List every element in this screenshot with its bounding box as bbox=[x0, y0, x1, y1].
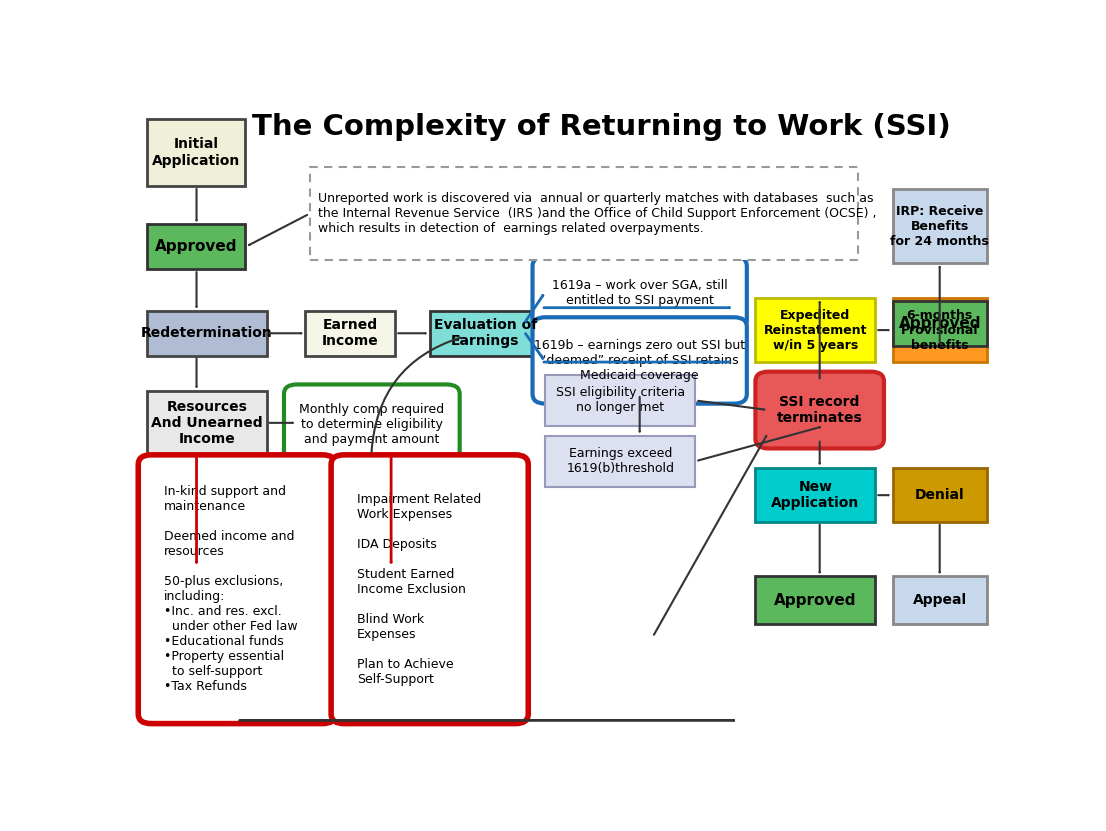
FancyBboxPatch shape bbox=[429, 311, 541, 356]
FancyBboxPatch shape bbox=[755, 577, 876, 624]
Text: Unreported work is discovered via  annual or quarterly matches with databases  s: Unreported work is discovered via annual… bbox=[319, 192, 877, 235]
FancyBboxPatch shape bbox=[893, 468, 987, 522]
Text: Expedited
Reinstatement
w/in 5 years: Expedited Reinstatement w/in 5 years bbox=[763, 308, 867, 352]
FancyBboxPatch shape bbox=[284, 385, 460, 465]
FancyBboxPatch shape bbox=[147, 391, 267, 455]
FancyBboxPatch shape bbox=[310, 167, 858, 259]
Text: Appeal: Appeal bbox=[912, 593, 967, 607]
Text: The Complexity of Returning to Work (SSI): The Complexity of Returning to Work (SSI… bbox=[252, 112, 950, 140]
Text: Approved: Approved bbox=[155, 239, 238, 254]
FancyBboxPatch shape bbox=[755, 298, 876, 362]
Text: Monthly comp required
to determine eligibility
and payment amount: Monthly comp required to determine eligi… bbox=[300, 403, 445, 446]
Text: Evaluation of
Earnings: Evaluation of Earnings bbox=[434, 318, 538, 348]
Text: SSI record
terminates: SSI record terminates bbox=[776, 395, 863, 425]
Text: New
Application: New Application bbox=[771, 479, 859, 510]
FancyBboxPatch shape bbox=[305, 311, 396, 356]
FancyBboxPatch shape bbox=[545, 435, 696, 487]
FancyBboxPatch shape bbox=[147, 311, 267, 356]
FancyBboxPatch shape bbox=[755, 468, 876, 522]
FancyBboxPatch shape bbox=[147, 119, 246, 186]
FancyBboxPatch shape bbox=[533, 257, 747, 330]
FancyBboxPatch shape bbox=[533, 317, 747, 404]
Text: Initial
Application: Initial Application bbox=[152, 137, 240, 168]
Text: Denial: Denial bbox=[915, 488, 964, 502]
Text: Earnings exceed
1619(b)threshold: Earnings exceed 1619(b)threshold bbox=[566, 447, 675, 475]
Text: 1619a – work over SGA, still
entitled to SSI payment: 1619a – work over SGA, still entitled to… bbox=[552, 279, 728, 307]
Text: SSI eligibility criteria
no longer met: SSI eligibility criteria no longer met bbox=[556, 386, 685, 415]
Text: 6-months
Provisional
benefits: 6-months Provisional benefits bbox=[901, 308, 979, 352]
Text: Resources
And Unearned
Income: Resources And Unearned Income bbox=[152, 400, 262, 446]
Text: Redetermination: Redetermination bbox=[140, 327, 273, 340]
FancyBboxPatch shape bbox=[138, 455, 335, 724]
Text: Approved: Approved bbox=[898, 316, 981, 332]
Text: IRP: Receive
Benefits
for 24 months: IRP: Receive Benefits for 24 months bbox=[890, 204, 989, 248]
Text: Impairment Related
Work Expenses

IDA Deposits

Student Earned
Income Exclusion
: Impairment Related Work Expenses IDA Dep… bbox=[357, 493, 481, 686]
Text: In-kind support and
maintenance

Deemed income and
resources

50-plus exclusions: In-kind support and maintenance Deemed i… bbox=[164, 485, 298, 693]
FancyBboxPatch shape bbox=[893, 189, 987, 263]
Text: Approved: Approved bbox=[774, 593, 857, 608]
FancyBboxPatch shape bbox=[147, 224, 246, 269]
FancyBboxPatch shape bbox=[755, 371, 884, 449]
FancyBboxPatch shape bbox=[331, 455, 529, 724]
FancyBboxPatch shape bbox=[893, 577, 987, 624]
Text: 1619b – earnings zero out SSI but
“deemed” receipt of SSI retains
Medicaid cover: 1619b – earnings zero out SSI but “deeme… bbox=[534, 339, 745, 382]
FancyBboxPatch shape bbox=[893, 298, 987, 362]
FancyBboxPatch shape bbox=[545, 375, 696, 426]
Text: Earned
Income: Earned Income bbox=[322, 318, 378, 348]
FancyBboxPatch shape bbox=[893, 302, 987, 346]
